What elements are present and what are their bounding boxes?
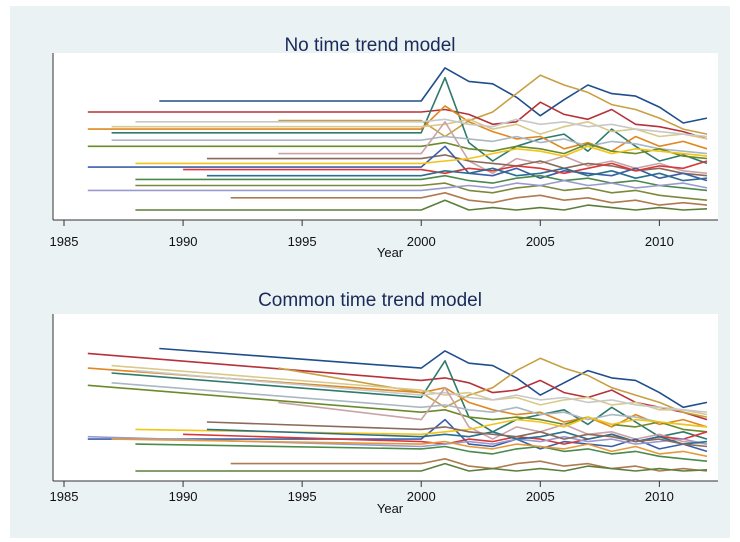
x-tick-label: 1995	[288, 489, 317, 504]
x-tick-label: 2010	[645, 234, 674, 249]
series-line-19	[87, 179, 708, 192]
x-tick-label: 2010	[645, 489, 674, 504]
series-line-12	[135, 416, 708, 436]
series-line-16	[135, 462, 708, 472]
series-line-4	[111, 359, 708, 440]
series-line-12	[87, 145, 708, 182]
series-line-3	[87, 101, 708, 140]
plot-area	[53, 53, 718, 220]
series-line-19	[111, 438, 708, 458]
x-tick-label: 2005	[526, 234, 555, 249]
series-line-17	[87, 435, 708, 448]
chart-panel-2: Common time trend model 1985 1990 1995 2000 2…	[50, 290, 718, 516]
series-line-13	[135, 145, 708, 165]
series-line-9	[87, 384, 708, 433]
x-tick-label: 2005	[526, 489, 555, 504]
series-line-17	[230, 192, 708, 206]
series-line-18	[206, 428, 708, 445]
series-line-2	[278, 74, 708, 138]
x-tick-label: 1990	[169, 234, 198, 249]
x-tick-label: 1990	[169, 489, 198, 504]
chart-svg: No time trend model 1985 1990 1995 2000 2005 2…	[50, 35, 718, 516]
chart-panel-1: No time trend model 1985 1990 1995 2000 2005 2…	[50, 35, 718, 260]
x-tick-label: 1985	[50, 234, 79, 249]
series-line-15	[230, 457, 708, 472]
series-line-20	[206, 421, 708, 448]
series-line-5	[87, 105, 708, 152]
series-line-4	[111, 76, 708, 165]
series-line-20	[206, 167, 708, 182]
x-tick-label: 2000	[407, 489, 436, 504]
series-line-10	[278, 386, 708, 445]
x-tick-label: 1985	[50, 489, 79, 504]
x-axis-label: Year	[377, 501, 404, 516]
x-tick-label: 1995	[288, 234, 317, 249]
plot-area	[53, 314, 718, 481]
series-line-10	[278, 121, 708, 175]
chart-title: No time trend model	[284, 35, 455, 56]
series-line-11	[87, 418, 708, 453]
series-line-6	[111, 118, 708, 140]
series-line-1	[159, 347, 708, 409]
series-line-15	[135, 174, 708, 192]
chart-title: Common time trend model	[258, 290, 482, 311]
chart-figure: No time trend model 1985 1990 1995 2000 2005 2…	[10, 6, 730, 538]
x-axis-label: Year	[377, 245, 404, 260]
series-line-14	[135, 443, 708, 462]
series-line-7	[135, 118, 708, 138]
series-line-11	[206, 154, 708, 177]
series-line-8	[111, 135, 708, 155]
series-line-18	[135, 199, 708, 211]
series-line-9	[87, 141, 708, 160]
series-line-16	[135, 182, 708, 201]
x-tick-label: 2000	[407, 234, 436, 249]
